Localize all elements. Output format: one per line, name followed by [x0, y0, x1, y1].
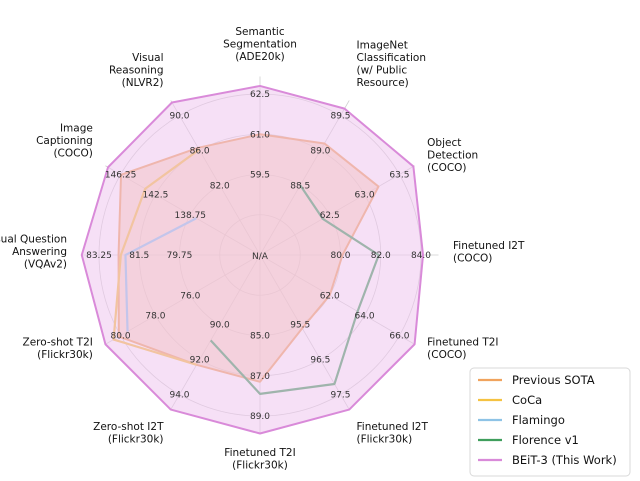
tick-label: 138.75: [175, 211, 207, 221]
tick-label: 89.5: [330, 112, 350, 122]
tick-label: 78.0: [145, 311, 165, 321]
axis-label: Zero-shot T2I (Flickr30k): [23, 336, 93, 361]
tick-label: 92.0: [190, 356, 210, 366]
tick-label: 76.0: [180, 291, 200, 301]
tick-label: 63.0: [355, 191, 375, 201]
tick-label: 81.5: [129, 251, 149, 261]
axis-label: ImageNet Classification (w/ Public Resource…: [357, 39, 426, 89]
axis-label-line: (Flickr30k): [37, 349, 93, 361]
tick-label: 146.25: [105, 171, 137, 181]
center-label: N/A: [252, 252, 269, 262]
axis-label-line: Answering: [12, 246, 67, 258]
tick-label: 59.5: [250, 171, 270, 181]
axis-label-line: Captioning: [36, 135, 93, 147]
axis-label-line: Finetuned I2T: [453, 240, 525, 252]
axis-label-line: Classification: [357, 52, 426, 64]
legend-label: BEiT-3 (This Work): [512, 453, 617, 467]
tick-label: 66.0: [389, 332, 409, 342]
axis-label-line: Finetuned T2I: [224, 447, 295, 459]
axis-label-line: Segmentation: [223, 39, 297, 51]
tick-label: 80.0: [330, 251, 350, 261]
tick-label: 83.25: [86, 251, 112, 261]
axis-label: Object Detection (COCO): [427, 137, 478, 174]
axis-label-line: Reasoning: [109, 64, 164, 76]
axis-label: Zero-shot I2T (Flickr30k): [93, 421, 164, 446]
axis-label-line: Resource): [357, 77, 409, 89]
axis-label-line: Zero-shot I2T: [93, 421, 164, 433]
tick-label: 64.0: [355, 311, 375, 321]
axis-label-line: Finetuned I2T: [357, 421, 429, 433]
axis-label-line: Object: [427, 137, 461, 149]
axis-label-line: (NLVR2): [122, 77, 164, 89]
axis-label-line: (COCO): [453, 252, 492, 264]
tick-label: 89.0: [310, 146, 330, 156]
legend: Previous SOTA CoCa Flamingo Florence v1 BEiT…: [470, 368, 630, 476]
axis-label-line: (COCO): [427, 349, 466, 361]
axis-label-line: (COCO): [427, 162, 466, 174]
axis-label: Finetuned T2I (COCO): [427, 336, 498, 361]
legend-label: Florence v1: [512, 433, 579, 447]
axis-label-line: Detection: [427, 150, 478, 162]
tick-label: 94.0: [169, 390, 189, 400]
tick-label: 88.5: [290, 181, 310, 191]
tick-label: 61.0: [250, 130, 270, 140]
tick-label: 80.0: [111, 332, 131, 342]
axis-label: Finetuned I2T (Flickr30k): [357, 421, 429, 446]
tick-label: 96.5: [310, 356, 330, 366]
axis-label-line: Finetuned T2I: [427, 336, 498, 348]
tick-label: 62.5: [320, 211, 340, 221]
tick-label: 82.0: [210, 181, 230, 191]
axis-label: Image Captioning (COCO): [36, 123, 93, 160]
axis-label: Semantic Segmentation (ADE20k): [223, 26, 297, 63]
tick-label: 62.0: [320, 291, 340, 301]
axis-label-line: (Flickr30k): [232, 460, 288, 472]
axis-label: Visual Reasoning (NLVR2): [109, 52, 164, 89]
axis-label-line: ImageNet: [357, 39, 408, 51]
axis-label-line: (COCO): [53, 148, 92, 160]
tick-label: 97.5: [330, 390, 350, 400]
axis-label: Finetuned T2I (Flickr30k): [224, 447, 295, 472]
axis-label-line: Zero-shot T2I: [23, 336, 93, 348]
tick-label: 84.0: [411, 251, 431, 261]
tick-label: 82.0: [371, 251, 391, 261]
axis-label: Finetuned I2T (COCO): [453, 240, 525, 265]
tick-label: 63.5: [389, 171, 409, 181]
legend-label: Previous SOTA: [512, 373, 595, 387]
axis-label-line: Image: [60, 123, 93, 135]
tick-label: 86.0: [190, 146, 210, 156]
axis-label-line: Semantic: [235, 26, 284, 38]
axis-label-line: (Flickr30k): [108, 434, 164, 446]
tick-label: 87.0: [250, 372, 270, 382]
tick-label: 85.0: [250, 332, 270, 342]
tick-label: 90.0: [210, 321, 230, 331]
tick-label: 142.5: [143, 191, 169, 201]
tick-label: 90.0: [169, 112, 189, 122]
axis-label-line: (Flickr30k): [357, 434, 413, 446]
axis-label-line: Visual: [132, 52, 163, 64]
axis-label-line: (VQAv2): [24, 259, 67, 271]
axis-label-line: Visual Question: [0, 234, 67, 246]
axis-label-line: (w/ Public: [357, 64, 408, 76]
tick-label: 89.0: [250, 412, 270, 422]
tick-label: 79.75: [167, 251, 193, 261]
tick-label: 62.5: [250, 90, 270, 100]
legend-label: Flamingo: [512, 413, 565, 427]
tick-label: 95.5: [290, 321, 310, 331]
axis-label-line: (ADE20k): [235, 51, 285, 63]
legend-label: CoCa: [512, 393, 542, 407]
